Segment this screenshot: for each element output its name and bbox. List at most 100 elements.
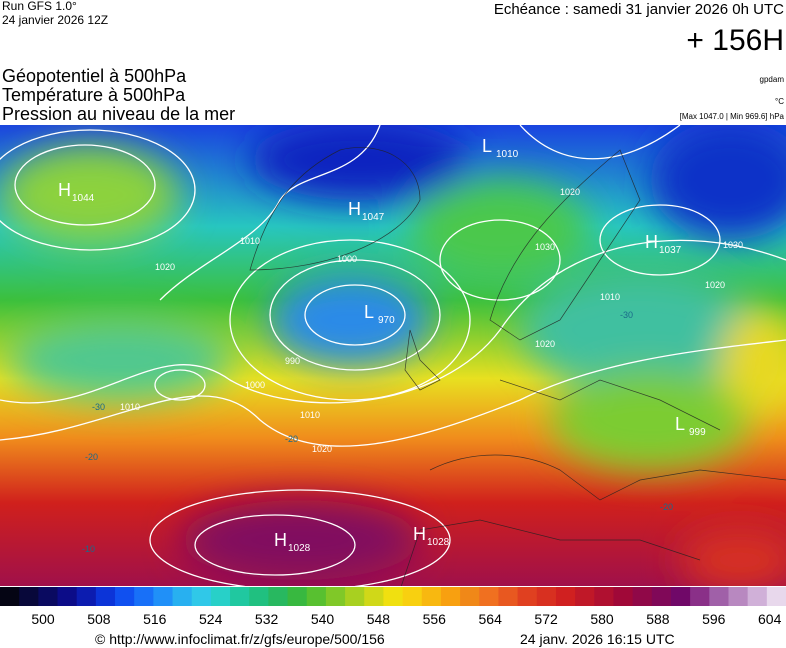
isobar-label: 1010 xyxy=(600,292,620,302)
colorbar-swatch xyxy=(95,587,116,606)
isobar-label: 1020 xyxy=(705,280,725,290)
center-type: H xyxy=(348,199,361,219)
source-url: © http://www.infoclimat.fr/z/gfs/europe/… xyxy=(95,631,385,647)
colorbar-swatch xyxy=(76,587,97,606)
legend-title: Température à 500hPa xyxy=(2,85,186,105)
center-value: 970 xyxy=(378,315,395,326)
colorbar-label: 564 xyxy=(479,611,503,627)
colorbar-label: 596 xyxy=(702,611,726,627)
center-type: H xyxy=(58,180,71,200)
colorbar-swatch xyxy=(230,587,250,606)
temperature-label: -10 xyxy=(82,544,95,554)
isobar-label: 1030 xyxy=(535,242,555,252)
colorbar-label: 508 xyxy=(87,611,111,627)
colorbar-label: 556 xyxy=(423,611,447,627)
center-type: H xyxy=(274,530,287,550)
colorbar-swatch xyxy=(632,587,653,606)
legend-title: Pression au niveau de la mer xyxy=(2,104,235,124)
colorbar-swatch xyxy=(460,587,480,606)
center-value: 1028 xyxy=(427,537,450,548)
colorbar-swatch xyxy=(325,587,346,606)
colorbar-swatch xyxy=(594,587,614,606)
colorbar-swatch xyxy=(766,587,786,606)
colorbar-swatch xyxy=(517,587,538,606)
colorbar-swatch xyxy=(536,587,557,606)
colorbar-label: 580 xyxy=(590,611,614,627)
colorbar-swatch xyxy=(0,587,20,606)
isobar-label: 1000 xyxy=(337,254,357,264)
run-date: 24 janvier 2026 12Z xyxy=(2,13,108,27)
colorbar-label: 524 xyxy=(199,611,223,627)
pressure-center: H 1047 xyxy=(348,199,385,223)
colorbar-swatch xyxy=(249,587,269,606)
pressure-center: H 1028 xyxy=(274,530,311,554)
colorbar-swatch xyxy=(728,587,749,606)
colorbar-swatch xyxy=(345,587,365,606)
colorbar-swatch xyxy=(19,587,39,606)
isobar-label: 1020 xyxy=(155,262,175,272)
colorbar-swatch xyxy=(709,587,729,606)
colorbar-label: 516 xyxy=(143,611,167,627)
center-type: L xyxy=(364,302,374,322)
colorbar-label: 500 xyxy=(31,611,55,627)
isobar-label: 1020 xyxy=(560,187,580,197)
isobar-label: 1000 xyxy=(245,380,265,390)
coastlines xyxy=(249,147,786,586)
colorbar-swatch xyxy=(440,587,461,606)
colorbar-swatch xyxy=(651,587,672,606)
colorbar-swatch xyxy=(191,587,212,606)
center-value: 1047 xyxy=(362,212,385,223)
center-value: 1028 xyxy=(288,543,311,554)
colorbar-swatch xyxy=(575,587,595,606)
colorbar-swatch xyxy=(38,587,59,606)
colorbar-swatch xyxy=(613,587,634,606)
colorbar-swatch xyxy=(555,587,576,606)
colorbar-swatch xyxy=(134,587,154,606)
unit-geopotential: gpdam xyxy=(760,75,785,84)
colorbar-swatch xyxy=(670,587,691,606)
colorbar-label: 604 xyxy=(758,611,782,627)
isobar-label: 1030 xyxy=(723,240,743,250)
isobar-label: 1020 xyxy=(535,339,555,349)
colorbar-swatch xyxy=(115,587,135,606)
colorbar-swatch xyxy=(210,587,231,606)
colorbar-swatch xyxy=(479,587,499,606)
pressure-center: H 1044 xyxy=(58,180,95,204)
colorbar-swatch xyxy=(57,587,78,606)
colorbar-swatch xyxy=(421,587,442,606)
temperature-label: -30 xyxy=(620,310,633,320)
pressure-center: L 1010 xyxy=(482,136,519,160)
colorbar-swatch xyxy=(172,587,193,606)
lead-time: + 156H xyxy=(686,24,784,57)
run-label: Run GFS 1.0° xyxy=(2,0,77,13)
center-value: 1037 xyxy=(659,245,682,256)
legend-title: Géopotentiel à 500hPa xyxy=(2,66,187,86)
colorbar-label: 548 xyxy=(367,611,391,627)
colorbar-swatch xyxy=(268,587,289,606)
isobar-label: 1010 xyxy=(300,410,320,420)
temperature-label: -20 xyxy=(285,434,298,444)
generated-time: 24 janv. 2026 16:15 UTC xyxy=(520,631,675,647)
colorbar-swatch xyxy=(690,587,710,606)
colorbar-swatch xyxy=(306,587,327,606)
center-type: L xyxy=(675,414,685,434)
colorbar-swatch xyxy=(153,587,174,606)
colorbar-swatch xyxy=(402,587,423,606)
temperature-label: -30 xyxy=(92,402,105,412)
unit-pressure: [Max 1047.0 | Min 969.6] hPa xyxy=(680,112,785,121)
colorbar-label: 532 xyxy=(255,611,279,627)
center-type: L xyxy=(482,136,492,156)
temperature-label: -20 xyxy=(85,452,98,462)
center-type: H xyxy=(645,232,658,252)
colorbar-swatch xyxy=(747,587,768,606)
colorbar-swatch xyxy=(383,587,404,606)
isobar-label: 990 xyxy=(285,356,300,366)
colorbar-label: 588 xyxy=(646,611,670,627)
colorbar: 500 508 516 524 532 540 548 556 564 572 580 588 596 6… xyxy=(0,587,786,627)
temperature-label: -20 xyxy=(660,502,673,512)
pressure-center: L 970 xyxy=(364,302,395,326)
center-type: H xyxy=(413,524,426,544)
colorbar-swatch xyxy=(498,587,519,606)
valid-time: Echéance : samedi 31 janvier 2026 0h UTC xyxy=(494,1,784,18)
